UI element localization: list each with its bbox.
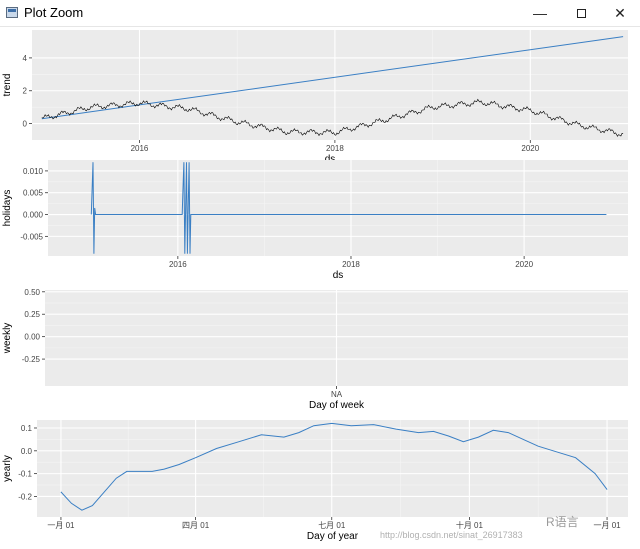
y-tick-label: 0.1 [21,424,33,433]
plot-area: 0 2 4 2016 2018 2020 ds trend 0.010 0.005 0.000 -0.… [2,30,628,542]
x-axis-title: ds [325,154,336,165]
x-tick-label: 一月 01 [47,521,75,530]
y-axis-title: trend [2,74,13,97]
x-tick-label: 一月 01 [593,521,621,530]
y-tick-label: -0.25 [22,355,41,364]
maximize-button[interactable] [561,0,601,26]
y-tick-label: 2 [23,87,28,96]
x-tick-label: 十月 01 [456,520,484,530]
x-tick-label: 2016 [131,144,149,153]
x-tick-label: NA [331,390,343,399]
y-tick-label: 0.000 [23,211,44,220]
y-tick-label: -0.2 [18,492,32,501]
x-tick-label: 2016 [169,260,187,269]
x-tick-label: 七月 01 [318,521,346,530]
x-tick-label: 2018 [326,144,344,153]
x-axis-title: ds [333,270,344,281]
app-window-icon [6,7,18,18]
window-title: Plot Zoom [24,5,84,20]
chart-panel-1: 0 2 4 2016 2018 2020 ds trend [2,30,628,165]
chart-panel-4: 0.1 0.0 -0.1 -0.2 一月 01 四月 01 七月 01 十月 01 一月 01 D… [2,420,628,542]
maximize-icon [576,8,586,18]
panel-background [32,30,628,140]
panel-background [37,420,628,517]
y-tick-label: 4 [23,54,28,63]
y-tick-label: -0.005 [20,232,43,241]
close-button[interactable]: ✕ [600,0,640,26]
minimize-button[interactable]: — [520,0,560,26]
series-line-1 [60,422,608,511]
series-line-1 [41,36,624,120]
y-axis-title: yearly [2,455,13,482]
watermark-logo: R语言 [546,515,579,529]
y-tick-label: 0.50 [24,288,40,297]
watermark-url: http://blog.csdn.net/sinat_26917383 [380,530,523,540]
y-tick-label: 0.25 [24,310,40,319]
y-tick-label: 0.010 [23,167,44,176]
close-icon: ✕ [614,4,626,21]
y-tick-label: 0.0 [21,447,33,456]
x-tick-label: 2020 [515,260,533,269]
y-axis-title: holidays [2,190,13,227]
series-line-1 [90,162,607,254]
x-tick-label: 四月 01 [182,521,210,530]
y-tick-label: 0.00 [24,333,40,342]
y-axis-title: weekly [2,323,13,355]
minimize-icon: — [533,5,547,21]
y-tick-label: 0 [23,120,28,129]
x-tick-label: 2020 [521,144,539,153]
x-axis-title: Day of week [309,400,365,411]
panel-background [48,160,628,256]
chart-panel-2: 0.010 0.005 0.000 -0.005 2016 2018 2020 ds holid… [2,160,628,281]
window-titlebar: Plot Zoom — ✕ [0,0,640,27]
y-tick-label: 0.005 [23,189,44,198]
series-line-observed [41,98,624,137]
x-tick-label: 2018 [342,260,360,269]
y-tick-label: -0.1 [18,470,32,479]
x-axis-title: Day of year [307,531,359,542]
